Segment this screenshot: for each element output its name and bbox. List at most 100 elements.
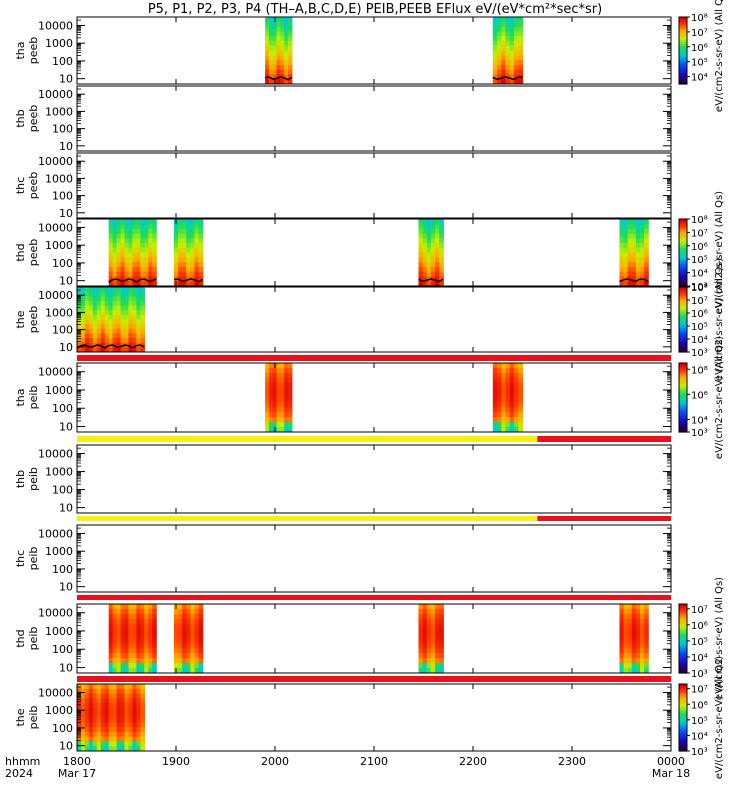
spectrogram-cell <box>265 412 270 418</box>
spectrogram-cell <box>84 741 90 747</box>
spectrogram-cell <box>640 223 645 230</box>
spectrogram-cell <box>136 291 141 297</box>
spectrogram-cell <box>174 653 179 659</box>
colorbar-segment <box>679 668 687 672</box>
spectrogram-cell <box>96 287 102 293</box>
spectrogram-cell <box>439 281 444 286</box>
spectrogram-cell <box>186 257 191 263</box>
y-axis-label: tha <box>14 388 27 406</box>
spectrogram-cell <box>272 377 278 384</box>
spectrogram-cell <box>136 648 141 654</box>
spectrogram-cell <box>128 287 134 293</box>
spectrogram-cell <box>265 417 270 423</box>
spectrogram-cell <box>136 643 141 649</box>
spectrogram-cell <box>136 333 141 339</box>
spectrogram-cell <box>140 271 145 277</box>
spectrogram-cell <box>152 223 157 230</box>
spectrogram-cell <box>104 707 110 714</box>
spectrogram-cell <box>77 324 82 330</box>
spectrogram-cell <box>140 727 145 733</box>
spectrogram-cell <box>644 618 649 625</box>
spectrogram-cell <box>92 746 98 751</box>
spectrogram-cell <box>96 736 102 742</box>
spectrogram-cell <box>152 608 157 615</box>
spectrogram-cell <box>426 668 432 673</box>
spectrogram-cell <box>132 633 137 640</box>
spectrogram-cell <box>198 238 204 244</box>
colorbar-tick-label: 10⁴ <box>691 653 708 664</box>
spectrogram-cell <box>116 741 122 747</box>
spectrogram-cell <box>284 363 289 369</box>
spectrogram-cell <box>100 684 106 690</box>
spectrogram-cell <box>81 328 86 334</box>
spectrogram-cell <box>418 608 424 615</box>
spectrogram-cell <box>124 693 130 699</box>
spectrogram-cell <box>81 684 86 690</box>
spectrogram-cell <box>174 262 179 268</box>
spectrogram-cell <box>140 242 145 249</box>
spectrogram-cell <box>120 623 126 630</box>
spectrogram-cell <box>104 296 110 302</box>
spectrogram-cell <box>152 252 157 258</box>
spectrogram-cell <box>100 338 106 344</box>
spectrogram-cell <box>514 363 519 369</box>
spectrogram-cell <box>132 219 137 225</box>
spectrogram-cell <box>140 653 145 659</box>
spectrogram-cell <box>108 604 114 610</box>
spectrogram-cell <box>140 287 145 293</box>
spectrogram-cell <box>497 36 502 42</box>
spectrogram-cell <box>288 21 293 28</box>
spectrogram-cell <box>88 722 94 728</box>
spectrogram-cell <box>144 653 149 659</box>
spectrogram-cell <box>422 668 428 673</box>
spectrogram-cell <box>186 628 191 635</box>
spectrogram-cell <box>132 698 137 704</box>
colorbar-segment <box>679 365 687 369</box>
spectrogram-cell <box>116 618 122 625</box>
spectrogram-cell <box>280 382 285 389</box>
spectrogram-cell <box>439 257 444 263</box>
spectrogram-cell <box>128 247 134 254</box>
spectrogram-cell <box>514 40 519 47</box>
colorbar-segment <box>679 75 687 78</box>
spectrogram-cell <box>148 623 153 630</box>
spectrogram-cell <box>505 69 511 75</box>
spectrogram-cell <box>198 266 204 273</box>
spectrogram-cell <box>501 367 507 374</box>
spectrogram-cell <box>178 633 183 640</box>
colorbar-segment <box>679 336 687 340</box>
spectrogram-cell <box>128 242 134 249</box>
spectrogram-cell <box>88 328 94 334</box>
spectrogram-cell <box>265 69 270 75</box>
spectrogram-cell <box>439 628 444 635</box>
spectrogram-cell <box>174 638 179 644</box>
spectrogram-cell <box>112 328 118 334</box>
spectrogram-cell <box>435 658 440 664</box>
spectrogram-cell <box>128 727 134 733</box>
spectrogram-cell <box>426 604 432 610</box>
spectrogram-cell <box>108 262 114 268</box>
spectrogram-cell <box>182 648 187 654</box>
spectrogram-cell <box>144 247 149 254</box>
spectrogram-cell <box>88 300 94 307</box>
y-tick-label: 100 <box>52 402 73 415</box>
spectrogram-cell <box>120 242 126 249</box>
spectrogram-cell <box>182 668 187 673</box>
spectrogram-cell <box>439 633 444 640</box>
spectrogram-cell <box>623 238 629 244</box>
spectrogram-cell <box>136 324 141 330</box>
spectrogram-cell <box>435 228 440 234</box>
spectrogram-cell <box>132 736 137 742</box>
colorbar-tick-label: 10⁶ <box>691 700 708 711</box>
spectrogram-cell <box>194 643 200 649</box>
spectrogram-cell <box>492 367 498 374</box>
spectrogram-cell <box>280 363 285 369</box>
spectrogram-cell <box>88 347 94 352</box>
spectrogram-cell <box>514 422 519 428</box>
colorbar-segment <box>679 381 687 385</box>
spectrogram-cell <box>276 69 281 75</box>
spectrogram-cell <box>514 397 519 403</box>
spectrogram-cell <box>497 21 502 28</box>
spectrogram-cell <box>124 310 130 316</box>
spectrogram-cell <box>84 328 90 334</box>
